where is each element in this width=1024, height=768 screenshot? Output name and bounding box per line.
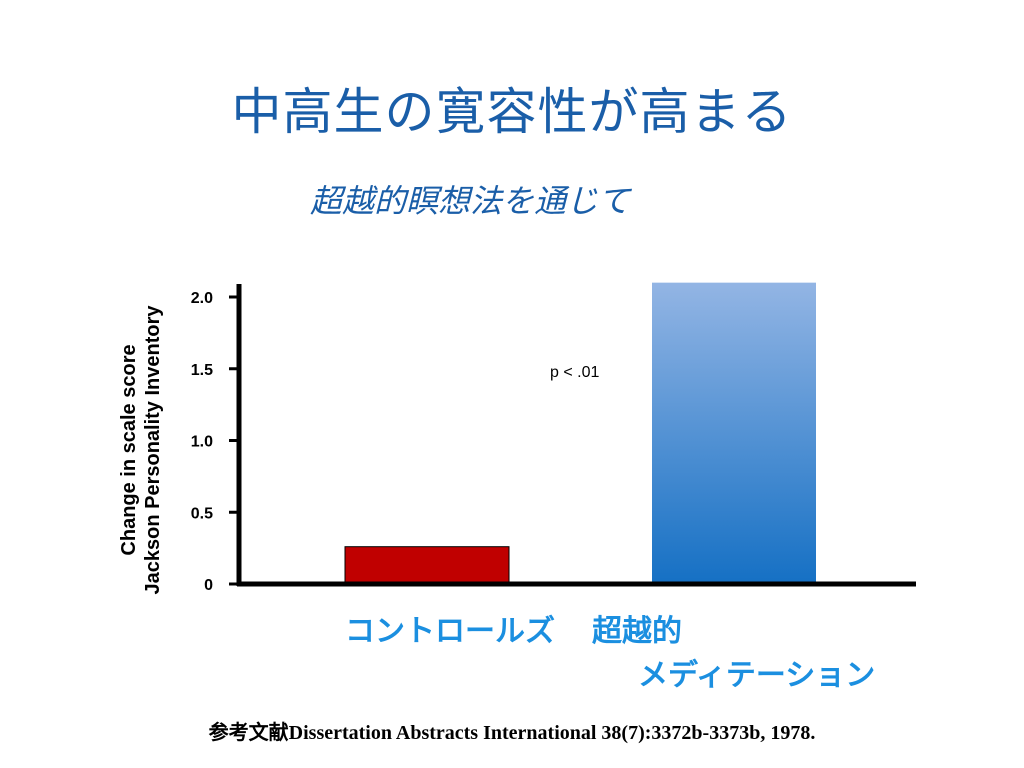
significance-annotation: p < .01 (550, 364, 599, 381)
y-tick-label: 1.5 (191, 362, 213, 379)
y-tick-label: 0.5 (191, 505, 213, 522)
y-tick-label: 0 (204, 577, 213, 594)
reference-citation: 参考文献Dissertation Abstracts International… (208, 722, 816, 744)
y-axis-label-line-2: Jackson Personality Inventory (142, 305, 164, 595)
y-axis-label-line-1: Change in scale score (118, 344, 140, 555)
category-label-tm-line-1: 超越的 (592, 614, 682, 649)
bar-1 (652, 282, 816, 584)
category-label-tm-line-2: メディテーション (638, 658, 876, 693)
bar-0 (344, 546, 510, 585)
slide-subtitle: 超越的瞑想法を通じて (310, 182, 631, 220)
y-tick-label: 1.0 (191, 434, 213, 451)
y-tick-label: 2.0 (191, 290, 213, 307)
category-label-controls: コントロールズ (345, 614, 555, 649)
slide-title: 中高生の寛容性が高まる (231, 83, 793, 141)
